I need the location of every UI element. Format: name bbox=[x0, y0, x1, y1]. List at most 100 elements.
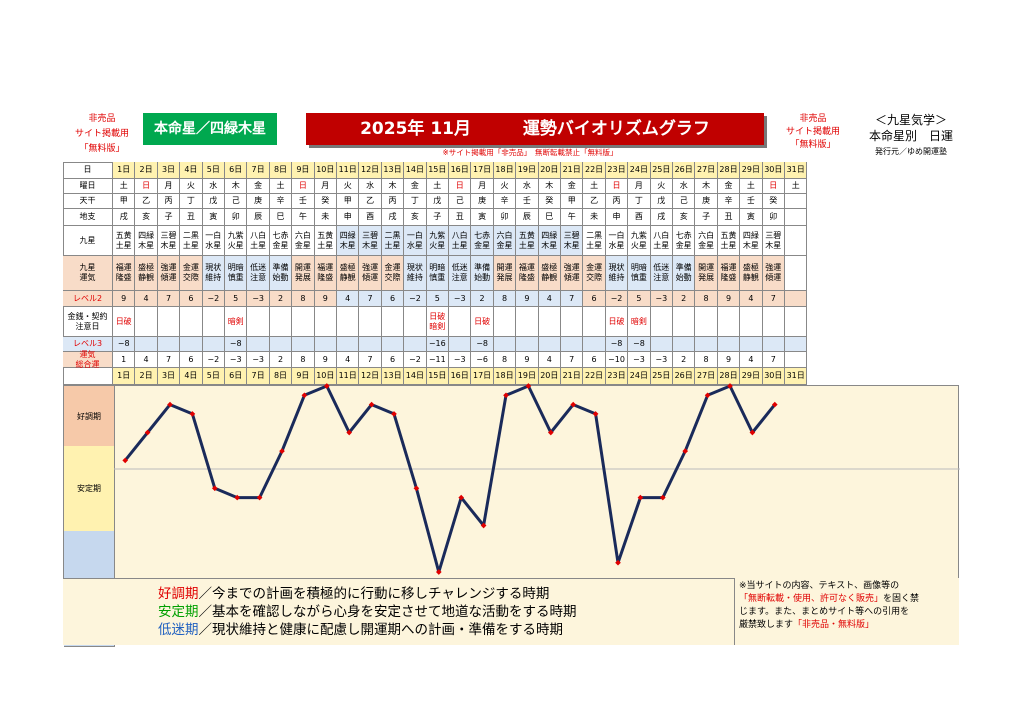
cell-level2-12: 7 bbox=[359, 291, 382, 307]
chishi-value: 寅 bbox=[478, 212, 487, 221]
cell-day-24: 24日 bbox=[628, 162, 651, 179]
row-label-chishi: 地支 bbox=[63, 209, 113, 226]
cell-weekday-24: 月 bbox=[628, 179, 651, 194]
chishi-value: 亥 bbox=[679, 212, 688, 221]
kyusei-text: 金星 bbox=[496, 240, 513, 250]
notice-rest-1: を固く禁 bbox=[883, 594, 920, 604]
cell-kyusei-24: 九紫 火星 bbox=[628, 226, 651, 256]
day2-value: 30日 bbox=[764, 371, 783, 380]
cell-money-16 bbox=[449, 307, 472, 337]
weekday-value: 金 bbox=[567, 181, 576, 190]
level2-value: 4 bbox=[748, 293, 754, 303]
cell-money-27 bbox=[695, 307, 718, 337]
cell-kyusei-30: 三碧 木星 bbox=[762, 226, 785, 256]
day-value: 23日 bbox=[607, 165, 626, 174]
unki-text: 交際 bbox=[182, 273, 199, 282]
kyusei-text: 四緑 bbox=[339, 230, 356, 240]
kyusei-text: 一白 bbox=[406, 230, 423, 240]
total-value: 8 bbox=[703, 354, 709, 364]
chishi-value: 申 bbox=[612, 212, 621, 221]
notice-line-1: ※当サイトの内容、テキスト、画像等の bbox=[739, 581, 900, 591]
cell-level3-24: −8 bbox=[628, 337, 651, 352]
level2-value: −3 bbox=[655, 293, 668, 303]
data-point-27 bbox=[704, 392, 711, 399]
cell-day2-11: 11日 bbox=[337, 368, 360, 385]
cell-level2-31 bbox=[785, 291, 808, 307]
cell-money-8 bbox=[269, 307, 293, 337]
tenkan-value: 丁 bbox=[634, 196, 643, 205]
cell-day-23: 23日 bbox=[605, 162, 629, 179]
day2-value: 9日 bbox=[296, 371, 310, 380]
weekday-value: 水 bbox=[209, 181, 218, 190]
level2-value: 6 bbox=[389, 293, 396, 303]
level2-value: 9 bbox=[322, 293, 328, 303]
cell-day-26: 26日 bbox=[673, 162, 696, 179]
row-label-level2: レベル2 bbox=[63, 291, 113, 307]
row-label-money: 金銭・契約 注意日 bbox=[63, 307, 113, 337]
unki-text: 現状 bbox=[205, 263, 222, 272]
cell-unki-27: 開運 発展 bbox=[695, 256, 718, 291]
cell-level2-30: 7 bbox=[762, 291, 785, 307]
data-point-26 bbox=[682, 448, 689, 454]
cell-weekday-19: 水 bbox=[516, 179, 539, 194]
cell-day2-26: 26日 bbox=[673, 368, 696, 385]
honmeisei-badge: 本命星／四緑木星 bbox=[143, 113, 277, 145]
day2-value: 31日 bbox=[786, 371, 805, 380]
chishi-value: 丑 bbox=[455, 212, 464, 221]
total-value: 7 bbox=[367, 354, 373, 364]
cell-day-17: 17日 bbox=[471, 162, 494, 179]
kyusei-text: 八白 bbox=[653, 230, 670, 240]
kyusei-text: 五黄 bbox=[518, 230, 535, 240]
cell-level2-15: 5 bbox=[426, 291, 449, 307]
cell-chishi-29: 寅 bbox=[740, 209, 763, 226]
unki-text: 交際 bbox=[384, 273, 401, 282]
cell-total-30: 7 bbox=[762, 352, 785, 368]
chishi-value: 巳 bbox=[276, 212, 285, 221]
unki-text: 慎重 bbox=[630, 273, 647, 282]
total-value: 6 bbox=[591, 354, 597, 364]
kyusei-text: 金星 bbox=[474, 240, 491, 250]
day-value: 6日 bbox=[229, 165, 243, 174]
cell-level2-2: 4 bbox=[135, 291, 158, 307]
cell-level3-9 bbox=[292, 337, 315, 352]
cell-kyusei-26: 七赤 金星 bbox=[673, 226, 696, 256]
cell-chishi-16: 丑 bbox=[449, 209, 472, 226]
cell-kyusei-12: 三碧 木星 bbox=[359, 226, 382, 256]
legend-text-stable: ／基本を確認しながら心身を安定させて地道な活動をする時期 bbox=[198, 604, 577, 620]
level2-value: −2 bbox=[207, 293, 220, 303]
cell-chishi-8: 巳 bbox=[269, 209, 293, 226]
cell-money-26 bbox=[673, 307, 696, 337]
cell-weekday-20: 木 bbox=[538, 179, 561, 194]
cell-day-7: 7日 bbox=[247, 162, 270, 179]
cell-money-11 bbox=[337, 307, 360, 337]
cell-kyusei-20: 四緑 木星 bbox=[538, 226, 561, 256]
cell-weekday-12: 水 bbox=[359, 179, 382, 194]
kyusei-text: 土星 bbox=[250, 240, 267, 250]
tenkan-value: 丙 bbox=[612, 196, 621, 205]
cell-day2-23: 23日 bbox=[605, 368, 629, 385]
cell-unki-22: 金運 交際 bbox=[583, 256, 606, 291]
cell-level3-26 bbox=[673, 337, 696, 352]
cell-weekday-27: 木 bbox=[695, 179, 718, 194]
unki-text: 福運 bbox=[317, 263, 334, 272]
weekday-value: 月 bbox=[164, 181, 173, 190]
data-point-28 bbox=[727, 383, 733, 389]
row-label-day2 bbox=[63, 368, 113, 385]
weekday-value: 木 bbox=[702, 181, 711, 190]
cell-chishi-12: 酉 bbox=[359, 209, 382, 226]
unki-text: 福運 bbox=[518, 263, 535, 272]
cell-day2-30: 30日 bbox=[762, 368, 785, 385]
data-point-20 bbox=[547, 429, 554, 436]
weekday-value: 土 bbox=[119, 181, 128, 190]
cell-kyusei-22: 二黒 土星 bbox=[583, 226, 606, 256]
kyusei-header: ＜九星気学＞ 本命星別 日運 発行元／ゆめ開運塾 bbox=[856, 112, 966, 164]
day-value: 17日 bbox=[472, 165, 492, 174]
cell-total-23: −10 bbox=[605, 352, 629, 368]
cell-day-18: 18日 bbox=[493, 162, 517, 179]
tenkan-value: 戊 bbox=[657, 196, 666, 205]
kyusei-text: 木星 bbox=[742, 240, 759, 250]
weekday-value: 水 bbox=[679, 181, 688, 190]
cell-kyusei-29: 四緑 木星 bbox=[740, 226, 763, 256]
cell-day2-1: 1日 bbox=[113, 368, 136, 385]
day-value: 15日 bbox=[428, 165, 447, 174]
